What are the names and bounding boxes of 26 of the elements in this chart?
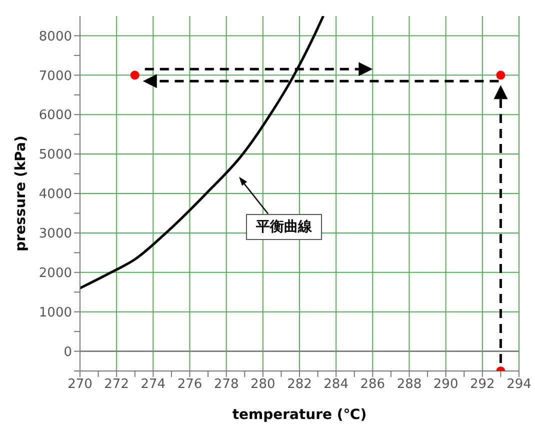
y-tick-label: 4000: [38, 187, 72, 202]
x-tick-label: 272: [104, 377, 129, 392]
x-tick-label: 284: [324, 377, 348, 392]
x-tick-label: 282: [287, 377, 312, 392]
y-tick-label: 7000: [38, 68, 72, 84]
line-series: [80, 16, 325, 290]
y-tick-label: 6000: [38, 108, 72, 124]
y-tick-label: 3000: [38, 226, 72, 242]
y-tick-label: 5000: [38, 148, 72, 163]
x-tick-label: 270: [68, 377, 92, 392]
x-tick-label: 294: [506, 377, 532, 392]
x-tick-label: 274: [140, 377, 166, 392]
y-tick-label: 8000: [38, 29, 72, 44]
x-tick-label: 292: [470, 377, 495, 392]
y-tick-label: 0: [64, 344, 72, 360]
y-tick-label: 2000: [38, 266, 72, 282]
x-tick-label: 290: [433, 377, 458, 392]
x-tick-label: 286: [360, 377, 386, 392]
x-tick-label: 276: [177, 377, 202, 392]
annotation: 平衡曲線: [246, 214, 322, 240]
y-axis-title: pressure (kPa): [12, 136, 29, 252]
x-tick-label: 280: [250, 377, 276, 392]
y-tick-label: 1000: [38, 305, 72, 320]
x-axis-title: temperature (℃): [232, 407, 367, 423]
x-tick-label: 278: [214, 377, 239, 392]
x-tick-label: 288: [396, 377, 422, 392]
